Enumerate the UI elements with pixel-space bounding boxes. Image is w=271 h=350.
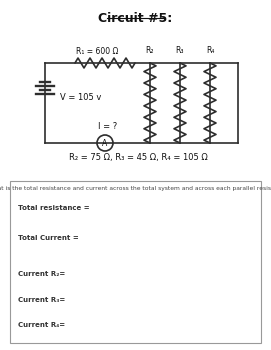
Text: What is the total resistance and current across the total system and across each: What is the total resistance and current… bbox=[0, 186, 271, 191]
Text: R₃: R₃ bbox=[176, 46, 184, 55]
Text: I = ?: I = ? bbox=[98, 122, 118, 131]
Text: A: A bbox=[102, 139, 108, 147]
Text: R₁ = 600 Ω: R₁ = 600 Ω bbox=[76, 47, 118, 56]
Text: Current R₄=: Current R₄= bbox=[18, 322, 65, 328]
Text: V = 105 v: V = 105 v bbox=[60, 93, 101, 103]
FancyBboxPatch shape bbox=[10, 181, 261, 343]
Text: Current R₃=: Current R₃= bbox=[18, 297, 65, 303]
Text: R₂: R₂ bbox=[146, 46, 154, 55]
Text: Current R₂=: Current R₂= bbox=[18, 271, 65, 277]
Text: R₂ = 75 Ω, R₃ = 45 Ω, R₄ = 105 Ω: R₂ = 75 Ω, R₃ = 45 Ω, R₄ = 105 Ω bbox=[69, 153, 207, 162]
Text: Total resistance =: Total resistance = bbox=[18, 205, 90, 211]
Text: Total Current =: Total Current = bbox=[18, 235, 79, 241]
Text: Circuit #5:: Circuit #5: bbox=[98, 12, 172, 25]
Text: R₄: R₄ bbox=[206, 46, 214, 55]
